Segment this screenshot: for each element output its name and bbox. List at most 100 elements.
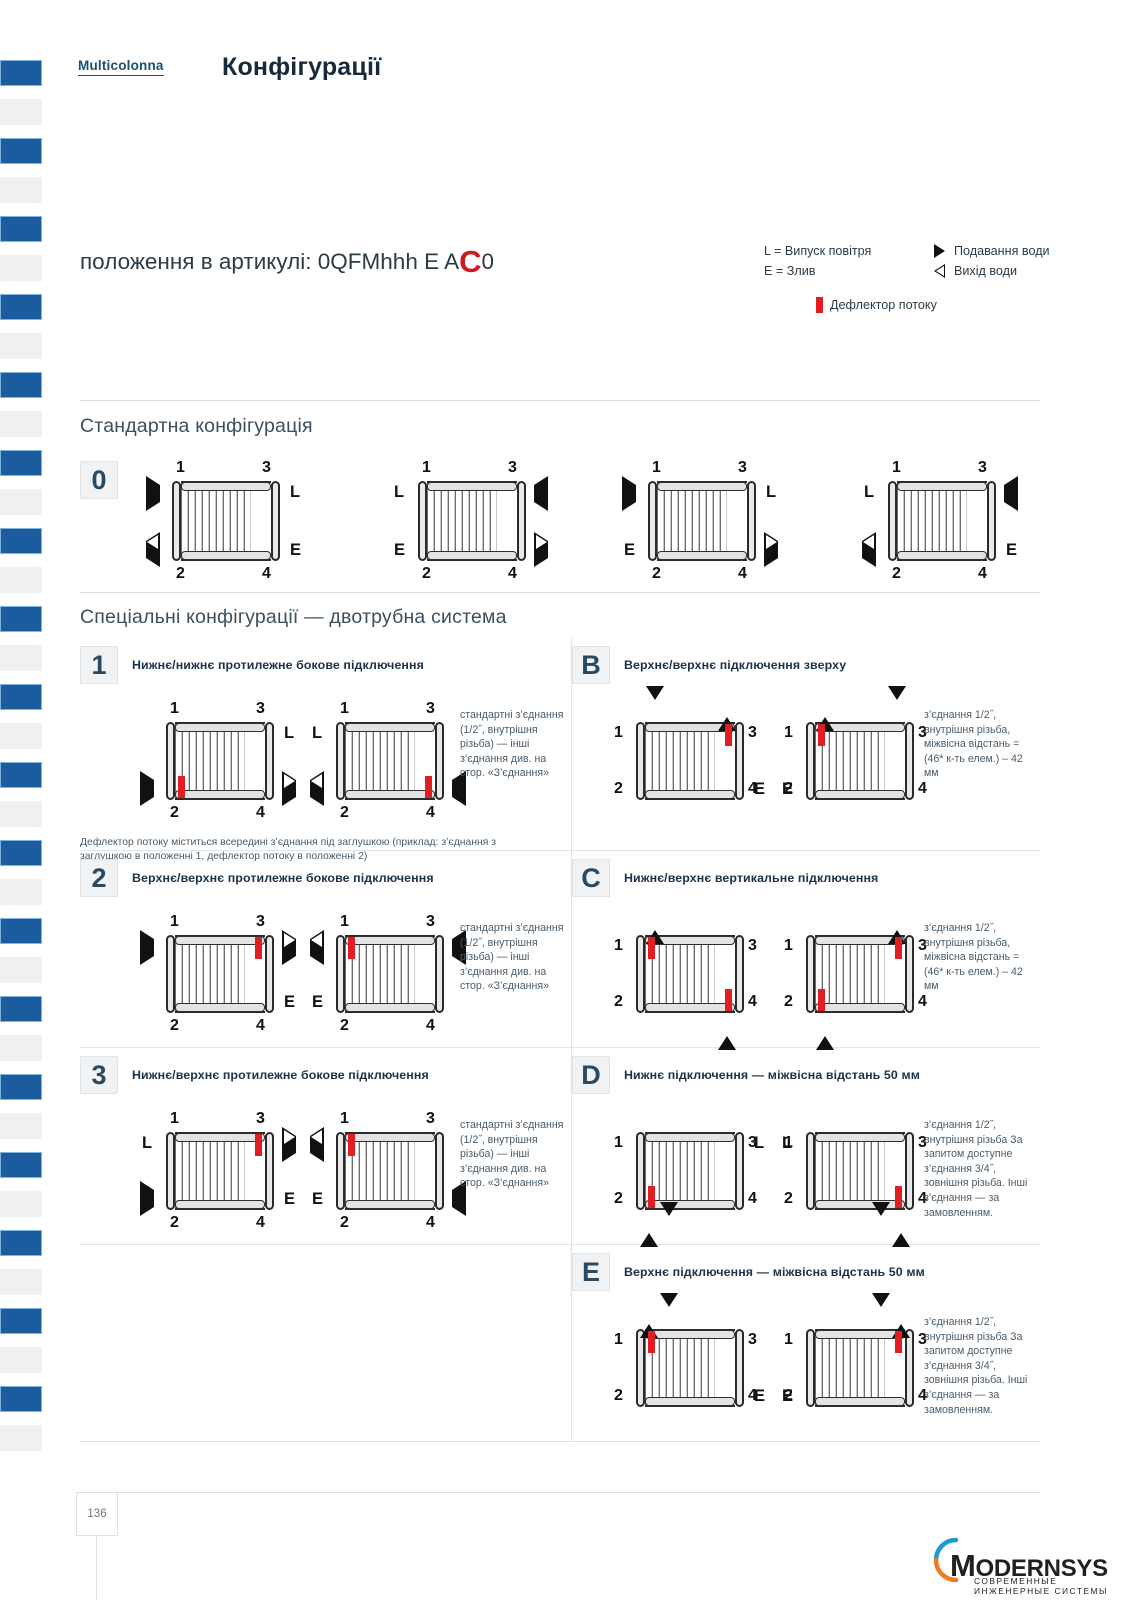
radiator-end-cap bbox=[735, 935, 744, 1013]
legend-air-vent: L = Випуск повітря bbox=[764, 244, 872, 258]
radiator-body bbox=[418, 481, 526, 561]
config-c-diagram-2: 1 3 2 4 bbox=[766, 909, 958, 1050]
radiator-top-header bbox=[897, 482, 987, 491]
flow-deflector-mark bbox=[648, 937, 655, 959]
radiator-fin bbox=[189, 724, 196, 798]
radiator-fin bbox=[871, 724, 878, 798]
config-title: Верхнє підключення — міжвісна відстань 5… bbox=[624, 1265, 925, 1279]
radiator-body bbox=[172, 481, 280, 561]
number-top-right: 3 bbox=[508, 459, 517, 476]
config-note: стандартні з’єднання (1/2˝, внутрішня рі… bbox=[460, 709, 564, 780]
supply-arrow-right-icon bbox=[140, 771, 154, 806]
radiator-fin bbox=[401, 937, 408, 1011]
radiator-fin bbox=[387, 1134, 394, 1208]
radiator-fin bbox=[878, 1134, 885, 1208]
radiator-fin bbox=[911, 483, 918, 559]
radiator-fin bbox=[822, 724, 829, 798]
radiator-fin bbox=[359, 724, 366, 798]
radiator-end-cap bbox=[648, 481, 657, 561]
arrow-slot bbox=[534, 532, 548, 567]
number-bottom-left: 2 bbox=[784, 780, 793, 797]
radiator-fins bbox=[897, 481, 987, 561]
radiator-fin bbox=[857, 1331, 864, 1405]
config-diagram-area: 1 3 2 4 1 3 2 4 з’єднання 1/2˝, внутрішня різьба… bbox=[572, 897, 1040, 1050]
radiator-fin bbox=[196, 937, 203, 1011]
flow-deflector-mark bbox=[178, 776, 185, 798]
radiator-top-header bbox=[657, 482, 747, 491]
article-suffix: 0 bbox=[481, 249, 495, 274]
flow-deflector-mark bbox=[895, 1331, 902, 1353]
radiator-fin bbox=[708, 1134, 715, 1208]
arrow-slot bbox=[646, 686, 664, 718]
arrow-slot bbox=[534, 476, 548, 511]
radiator-fins bbox=[815, 1329, 905, 1407]
number-bottom-left: 2 bbox=[422, 565, 431, 582]
number-top-left: 1 bbox=[170, 1110, 179, 1127]
number-bottom-left: 2 bbox=[784, 1387, 793, 1404]
arrow-slot bbox=[872, 1202, 890, 1234]
config-title: Верхнє/верхнє протилежне бокове підключе… bbox=[132, 871, 434, 885]
arrow-slot bbox=[146, 532, 160, 567]
config-footnote: Дефлектор потоку міститься всередині з’є… bbox=[80, 837, 497, 862]
radiator-fin bbox=[394, 1134, 401, 1208]
radiator-end-cap bbox=[806, 1329, 815, 1407]
radiator-fin bbox=[871, 1134, 878, 1208]
number-top-right: 3 bbox=[918, 1331, 927, 1348]
radiator-fin bbox=[822, 1331, 829, 1405]
radiator-end-cap bbox=[172, 481, 181, 561]
radiator-body bbox=[648, 481, 756, 561]
config-note: з’єднання 1/2˝, внутрішня різьба За запи… bbox=[924, 1316, 1028, 1416]
number-top-left: 1 bbox=[614, 724, 623, 741]
config-note: стандартні з’єднання (1/2˝, внутрішня рі… bbox=[460, 1119, 564, 1190]
radiator-end-cap bbox=[806, 935, 815, 1013]
standard-section-heading: Стандартна конфігурація bbox=[80, 415, 313, 437]
page-number: 136 bbox=[76, 1492, 118, 1536]
radiator-top-header bbox=[345, 1133, 435, 1142]
radiator-fin bbox=[224, 724, 231, 798]
radiator-fin bbox=[352, 937, 359, 1011]
stripe-bar bbox=[0, 528, 42, 554]
legend: L = Випуск повітря Подавання води E = Зл… bbox=[764, 241, 1064, 313]
flow-deflector-mark bbox=[818, 724, 825, 746]
config-row-rule bbox=[80, 1244, 1040, 1245]
number-bottom-right: 4 bbox=[256, 804, 265, 821]
radiator-fin bbox=[366, 937, 373, 1011]
radiator-bottom-header bbox=[657, 551, 747, 560]
radiator-fin bbox=[946, 483, 953, 559]
radiator-end-cap bbox=[336, 722, 345, 800]
radiator-fin bbox=[659, 1134, 666, 1208]
number-bottom-right: 4 bbox=[256, 1017, 265, 1034]
radiator-fin bbox=[687, 1331, 694, 1405]
radiator-top-header bbox=[345, 723, 435, 732]
letter-left-bottom: E bbox=[624, 541, 636, 559]
logo-wordmark: MODERNSYS bbox=[950, 1548, 1108, 1584]
number-top-left: 1 bbox=[614, 1331, 623, 1348]
radiator-end-cap bbox=[166, 722, 175, 800]
radiator-fin bbox=[224, 1134, 231, 1208]
radiator-fin bbox=[680, 1331, 687, 1405]
logo-tagline: СОВРЕМЕННЫЕ ИНЖЕНЕРНЫЕ СИСТЕМЫ bbox=[974, 1576, 1108, 1596]
number-top-right: 3 bbox=[426, 700, 435, 717]
radiator-fins bbox=[815, 935, 905, 1013]
radiator-fin bbox=[694, 937, 701, 1011]
config-header: 3 Нижнє/верхнє протилежне бокове підключе… bbox=[80, 1048, 571, 1094]
stripe-bar bbox=[0, 840, 42, 866]
radiator-fin bbox=[394, 724, 401, 798]
stripe-bar bbox=[0, 138, 42, 164]
number-top-right: 3 bbox=[256, 1110, 265, 1127]
number-bottom-left: 2 bbox=[340, 804, 349, 821]
radiator-fin bbox=[196, 1134, 203, 1208]
radiator-fin bbox=[878, 1331, 885, 1405]
radiator-fin bbox=[231, 724, 238, 798]
radiator-fin bbox=[960, 483, 967, 559]
radiator-fin bbox=[237, 483, 244, 559]
config-header: 1 Нижнє/нижнє протилежне бокове підключен… bbox=[80, 638, 571, 684]
radiator-fin bbox=[345, 1134, 352, 1208]
radiator-top-header bbox=[175, 723, 265, 732]
footer-vertical-rule bbox=[96, 1536, 97, 1600]
number-bottom-left: 2 bbox=[614, 993, 623, 1010]
letter-right-top: L bbox=[290, 483, 301, 501]
page-title: Конфігурації bbox=[222, 53, 382, 81]
radiator-fin bbox=[878, 937, 885, 1011]
